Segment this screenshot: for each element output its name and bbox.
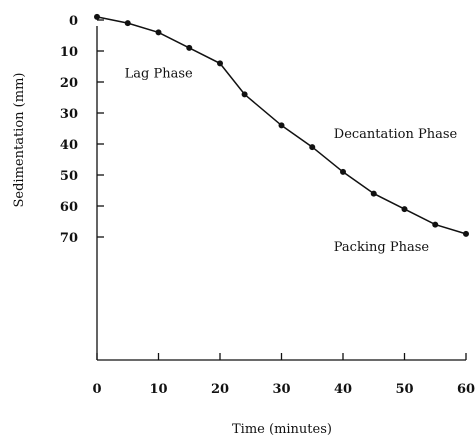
data-point-15: [186, 44, 193, 51]
x-tick-label-30: 30: [272, 382, 290, 397]
x-tick-label-10: 10: [149, 382, 167, 397]
y-tick-label-50: 50: [60, 169, 78, 184]
x-tick-label-60: 60: [457, 382, 475, 397]
y-tick-label-20: 20: [60, 76, 78, 91]
x-tick-label-0: 0: [92, 382, 101, 397]
data-point-20: [217, 60, 223, 67]
data-point-55: [432, 221, 439, 228]
x-tick-label-40: 40: [334, 382, 352, 397]
data-point-10: [155, 29, 162, 36]
y-tick-label-60: 60: [60, 200, 78, 215]
data-point-60: [463, 230, 469, 237]
annotation-lag-phase: Lag Phase: [125, 66, 193, 81]
data-point-30: [278, 122, 285, 129]
annotation-decantation-phase: Decantation Phase: [334, 127, 458, 142]
x-axis-title: Time (minutes): [232, 422, 332, 437]
x-tick-label-50: 50: [395, 382, 413, 397]
y-axis-title: Sedimentation (mm): [12, 73, 27, 208]
annotations: Lag Phase Decantation Phase Packing Phase: [125, 66, 458, 255]
y-tick-label-40: 40: [60, 138, 78, 153]
data-point-45: [370, 190, 377, 197]
ticks: 0 10 20 30 40 50 60 70 0 10 20 30 40 50 60: [60, 14, 475, 397]
data-point-40: [340, 168, 346, 175]
annotation-packing-phase: Packing Phase: [334, 240, 430, 255]
y-tick-label-70: 70: [60, 231, 78, 246]
y-tick-label-0: 0: [69, 14, 78, 29]
data-point-5: [124, 20, 131, 27]
data-point-35: [309, 144, 316, 151]
x-tick-label-20: 20: [211, 382, 229, 397]
data-point-24: [241, 91, 248, 98]
y-tick-label-30: 30: [60, 107, 78, 122]
data-point-50: [401, 206, 408, 213]
data-point-0: [94, 13, 100, 20]
y-tick-label-10: 10: [60, 45, 78, 60]
series: [94, 13, 469, 237]
